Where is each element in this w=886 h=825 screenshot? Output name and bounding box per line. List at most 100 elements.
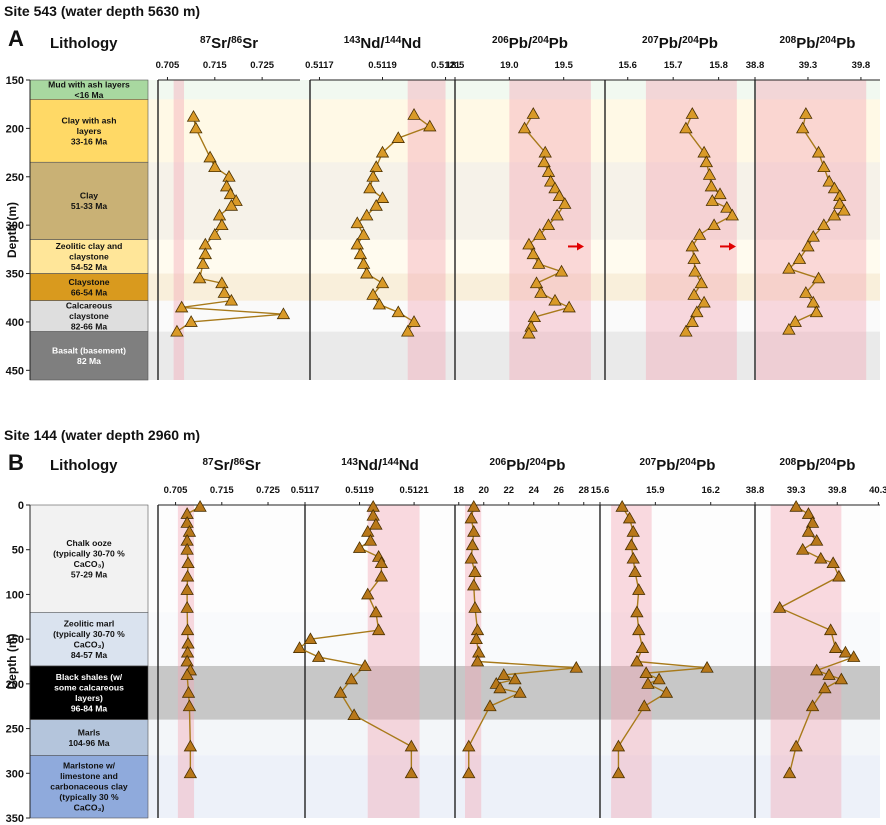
reference-shade bbox=[173, 80, 185, 380]
depth-tick-label: 200 bbox=[6, 123, 24, 135]
isotope-header: 207Pb/204Pb bbox=[642, 35, 718, 53]
data-point bbox=[219, 179, 234, 192]
data-point bbox=[552, 189, 567, 202]
data-point bbox=[497, 668, 511, 680]
data-point bbox=[180, 668, 194, 680]
data-point bbox=[809, 663, 824, 676]
data-point bbox=[690, 305, 704, 318]
x-tick-label: 18.5 bbox=[446, 60, 465, 71]
data-point bbox=[407, 108, 421, 120]
data-point bbox=[632, 583, 646, 595]
data-point bbox=[423, 119, 437, 132]
x-tick-label: 0.5117 bbox=[291, 485, 320, 496]
data-point bbox=[537, 155, 551, 168]
lithology-label: 54-52 Ma bbox=[71, 262, 108, 272]
data-point bbox=[217, 286, 231, 298]
isotope-header-base2: Sr bbox=[245, 457, 261, 474]
lithology-label: 96-84 Ma bbox=[71, 704, 108, 714]
isotope-header-sup1: 207 bbox=[640, 457, 657, 468]
data-point bbox=[372, 297, 387, 310]
lithology-label: some calcareous bbox=[54, 683, 124, 693]
depth-axis-title: Depth (m) bbox=[5, 202, 19, 258]
data-point bbox=[707, 218, 721, 231]
data-point bbox=[375, 191, 390, 203]
data-point bbox=[837, 203, 851, 216]
x-tick-label: 39.8 bbox=[828, 485, 847, 496]
reference-shade bbox=[756, 80, 867, 380]
x-tick-label: 16.2 bbox=[701, 485, 720, 496]
depth-tick-label: 100 bbox=[6, 589, 24, 601]
isotope-header-base1: Nd/ bbox=[358, 457, 383, 474]
depth-tick-label: 350 bbox=[6, 269, 24, 281]
data-point bbox=[462, 739, 476, 752]
data-point bbox=[532, 257, 546, 269]
depth-tick-label: 450 bbox=[6, 365, 24, 377]
data-point bbox=[782, 261, 796, 274]
data-point bbox=[174, 300, 189, 313]
x-tick-label: 0.705 bbox=[156, 60, 180, 71]
lithology-block bbox=[29, 612, 149, 667]
data-point bbox=[366, 508, 380, 521]
lithology-block bbox=[29, 665, 149, 720]
data-point bbox=[685, 107, 699, 119]
data-point bbox=[823, 623, 838, 636]
isotope-header-base2: Pb bbox=[836, 35, 855, 52]
x-tick-label: 19.5 bbox=[554, 60, 573, 71]
data-point bbox=[374, 556, 389, 569]
data-point bbox=[180, 516, 194, 528]
x-tick-label: 39.8 bbox=[852, 60, 871, 71]
isotope-header: 208Pb/204Pb bbox=[780, 35, 856, 53]
lithology-title: Lithology bbox=[50, 35, 118, 52]
isotope-header-base1: Sr/ bbox=[211, 35, 232, 52]
lithology-band bbox=[148, 273, 880, 301]
data-point bbox=[222, 169, 236, 182]
data-point bbox=[725, 208, 739, 221]
x-tick-label: 24 bbox=[528, 485, 539, 496]
data-point bbox=[628, 565, 642, 577]
isotope-header-sup2: 204 bbox=[820, 457, 837, 468]
data-point bbox=[361, 587, 375, 600]
data-point bbox=[224, 198, 239, 211]
data-point bbox=[369, 198, 383, 211]
lithology-band bbox=[148, 300, 880, 332]
x-tick-label: 38.8 bbox=[746, 485, 765, 496]
data-point bbox=[679, 121, 693, 134]
lithology-block bbox=[29, 161, 149, 240]
data-point bbox=[186, 109, 201, 122]
lithology-label: CaCO₃) bbox=[74, 639, 105, 649]
lithology-label: Calcareous bbox=[66, 301, 113, 311]
data-point bbox=[720, 200, 734, 213]
data-point bbox=[356, 228, 371, 240]
isotope-header-sup1: 87 bbox=[202, 457, 214, 468]
lithology-label: limestone and bbox=[60, 771, 118, 781]
data-point bbox=[203, 150, 217, 163]
data-point bbox=[811, 145, 826, 158]
isotope-panel-1: 143Nd/144Nd 0.5117 0.5119 0.5121 bbox=[291, 457, 455, 818]
isotope-panel-0: 87Sr/86Sr 0.705 0.715 0.725 bbox=[157, 457, 305, 818]
data-point bbox=[358, 659, 372, 671]
data-point bbox=[795, 121, 810, 134]
depth-tick-label: 400 bbox=[6, 317, 24, 329]
data-point bbox=[462, 766, 476, 779]
data-point bbox=[630, 654, 644, 667]
data-point bbox=[189, 121, 203, 134]
isotope-header-base2: Pb bbox=[549, 35, 568, 52]
site-title: Site 543 (water depth 5630 m) bbox=[4, 3, 200, 19]
depth-tick-label: 300 bbox=[6, 220, 24, 232]
data-point bbox=[375, 145, 390, 158]
data-point bbox=[196, 257, 210, 269]
isotope-header-base1: Sr/ bbox=[214, 457, 235, 474]
data-point bbox=[363, 181, 377, 194]
data-point bbox=[180, 623, 195, 636]
data-point bbox=[806, 229, 820, 242]
data-point bbox=[215, 276, 229, 289]
lithology-label: 33-16 Ma bbox=[71, 136, 108, 146]
isotope-header-sup2: 204 bbox=[820, 35, 837, 46]
lithology-label: claystone bbox=[69, 252, 109, 262]
data-point bbox=[818, 681, 832, 694]
x-tick-label: 0.715 bbox=[210, 485, 234, 496]
isotope-header-base1: Pb/ bbox=[656, 457, 680, 474]
data-point bbox=[369, 605, 383, 618]
panel-a: Site 543 (water depth 5630 m) A Lithology M… bbox=[4, 3, 880, 381]
